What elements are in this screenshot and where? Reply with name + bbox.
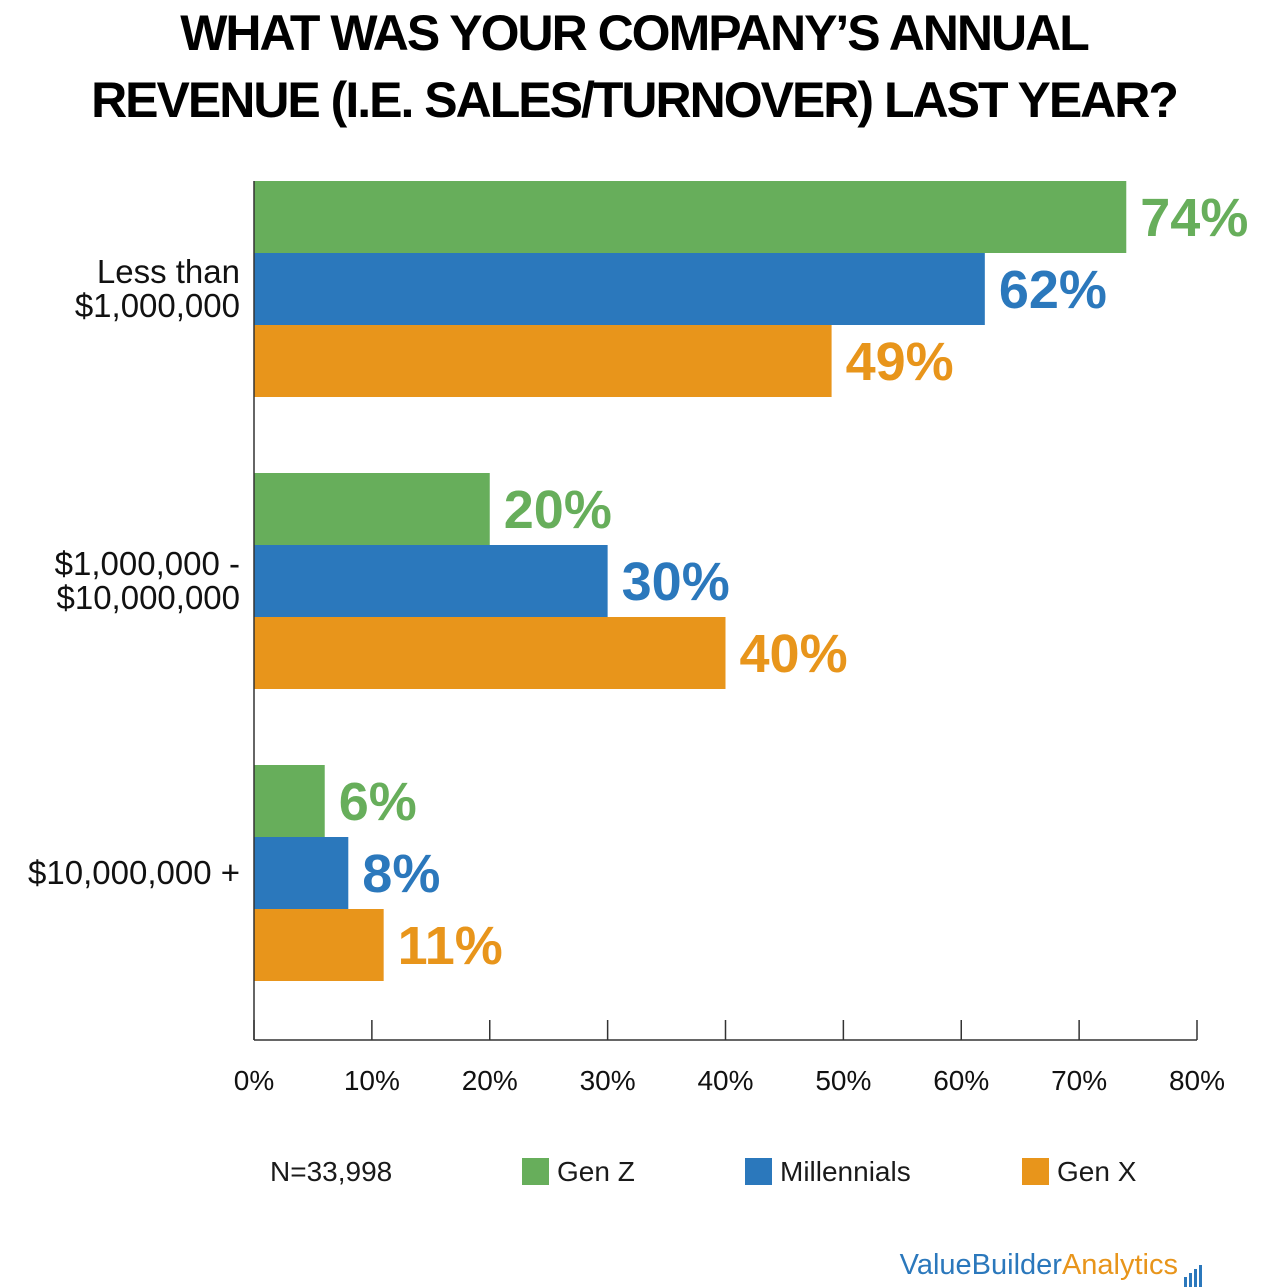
bar-millennials-2: [254, 837, 349, 909]
x-tick-label-5: 50%: [815, 1065, 871, 1096]
bar-gen-z-2: [254, 765, 325, 837]
title-line-1: WHAT WAS YOUR COMPANY’S ANNUAL: [180, 5, 1090, 61]
legend-label-gen-z: Gen Z: [557, 1156, 635, 1187]
legend-label-gen-x: Gen X: [1057, 1156, 1137, 1187]
x-tick-label-2: 20%: [462, 1065, 518, 1096]
bar-gen-x-0: [254, 325, 832, 397]
legend-item-millennials: Millennials: [745, 1152, 911, 1192]
bar-chart: 74%62%49%Less than$1,000,00020%30%40%$1,…: [28, 181, 1248, 1096]
x-tick-label-6: 60%: [933, 1065, 989, 1096]
category-label-1-1: $10,000,000: [56, 579, 240, 616]
brand-name-part2: Analytics: [1061, 1249, 1178, 1281]
bar-gen-x-2: [254, 909, 384, 981]
data-label-millennials-1: 30%: [622, 552, 730, 612]
data-label-gen-x-1: 40%: [740, 624, 848, 684]
data-label-millennials-0: 62%: [999, 260, 1107, 320]
legend-label-millennials: Millennials: [780, 1156, 911, 1187]
legend-item-gen-z: Gen Z: [522, 1152, 635, 1192]
data-label-gen-z-0: 74%: [1140, 188, 1248, 248]
x-tick-label-3: 30%: [580, 1065, 636, 1096]
x-tick-label-1: 10%: [344, 1065, 400, 1096]
legend-swatch-gen-z: [522, 1158, 549, 1185]
legend-swatch-millennials: [745, 1158, 772, 1185]
brand-name-part1: ValueBuilder: [899, 1249, 1062, 1281]
bar-gen-z-0: [254, 181, 1127, 253]
category-label-2-0: $10,000,000 +: [28, 854, 240, 891]
title-line-2: REVENUE (I.E. SALES/TURNOVER) LAST YEAR?: [91, 72, 1179, 128]
bar-gen-z-1: [254, 473, 490, 545]
x-tick-label-4: 40%: [697, 1065, 753, 1096]
legend-item-gen-x: Gen X: [1022, 1152, 1136, 1192]
legend-swatch-gen-x: [1022, 1158, 1049, 1185]
data-label-gen-x-0: 49%: [846, 332, 954, 392]
bar-gen-x-1: [254, 617, 726, 689]
bar-millennials-1: [254, 545, 608, 617]
data-label-millennials-2: 8%: [362, 844, 440, 904]
sample-size-note: N=33,998: [270, 1156, 393, 1187]
x-tick-label-8: 80%: [1169, 1065, 1225, 1096]
x-tick-label-0: 0%: [234, 1065, 274, 1096]
bar-millennials-0: [254, 253, 985, 325]
x-tick-label-7: 70%: [1051, 1065, 1107, 1096]
brand-logo: ValueBuilderAnalytics: [900, 1245, 1204, 1287]
chart-title: WHAT WAS YOUR COMPANY’S ANNUAL REVENUE (…: [0, 0, 1268, 134]
category-label-0-1: $1,000,000: [75, 287, 240, 324]
data-label-gen-z-1: 20%: [504, 480, 612, 540]
bar-chart-icon: [1184, 1247, 1204, 1287]
category-label-0-0: Less than: [97, 253, 240, 290]
category-label-1-0: $1,000,000 -: [55, 545, 240, 582]
data-label-gen-x-2: 11%: [398, 916, 503, 976]
data-label-gen-z-2: 6%: [339, 772, 417, 832]
